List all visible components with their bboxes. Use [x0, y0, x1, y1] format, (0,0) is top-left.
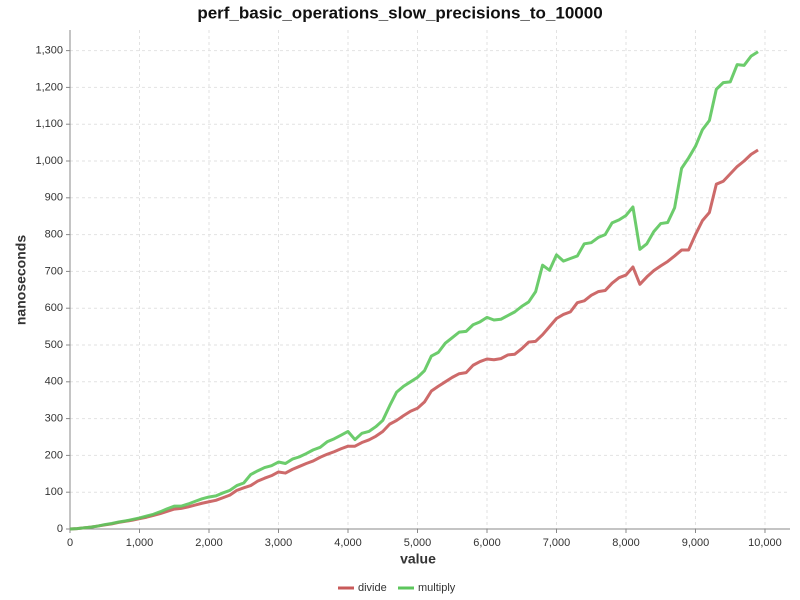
y-tick-label: 1,000 — [35, 155, 63, 167]
y-tick-label: 800 — [45, 229, 63, 241]
x-tick-label: 8,000 — [612, 537, 640, 549]
y-tick-label: 100 — [45, 486, 63, 498]
x-tick-label: 9,000 — [682, 537, 710, 549]
y-tick-label: 300 — [45, 413, 63, 425]
series-line — [69, 50, 759, 531]
x-axis-label: value — [400, 551, 436, 567]
x-tick-label: 1,000 — [126, 537, 154, 549]
y-tick-label: 400 — [45, 376, 63, 388]
x-tick-label: 5,000 — [404, 537, 432, 549]
y-tick-label: 900 — [45, 192, 63, 204]
y-tick-label: 500 — [45, 339, 63, 351]
legend-label: multiply — [418, 582, 456, 594]
x-tick-label: 7,000 — [543, 537, 571, 549]
x-tick-label: 0 — [67, 537, 73, 549]
chart-title: perf_basic_operations_slow_precisions_to… — [197, 3, 602, 22]
x-tick-label: 6,000 — [473, 537, 501, 549]
x-tick-label: 10,000 — [748, 537, 782, 549]
y-tick-label: 1,100 — [35, 118, 63, 130]
series-line — [69, 148, 759, 531]
y-axis-label: nanoseconds — [13, 235, 29, 325]
x-tick-label: 2,000 — [195, 537, 223, 549]
y-tick-label: 0 — [57, 523, 63, 535]
x-tick-label: 3,000 — [265, 537, 293, 549]
x-tick-label: 4,000 — [334, 537, 362, 549]
y-tick-label: 1,300 — [35, 45, 63, 57]
legend-label: divide — [358, 582, 387, 594]
y-tick-label: 700 — [45, 265, 63, 277]
y-tick-label: 600 — [45, 302, 63, 314]
y-tick-label: 200 — [45, 449, 63, 461]
y-tick-label: 1,200 — [35, 81, 63, 93]
